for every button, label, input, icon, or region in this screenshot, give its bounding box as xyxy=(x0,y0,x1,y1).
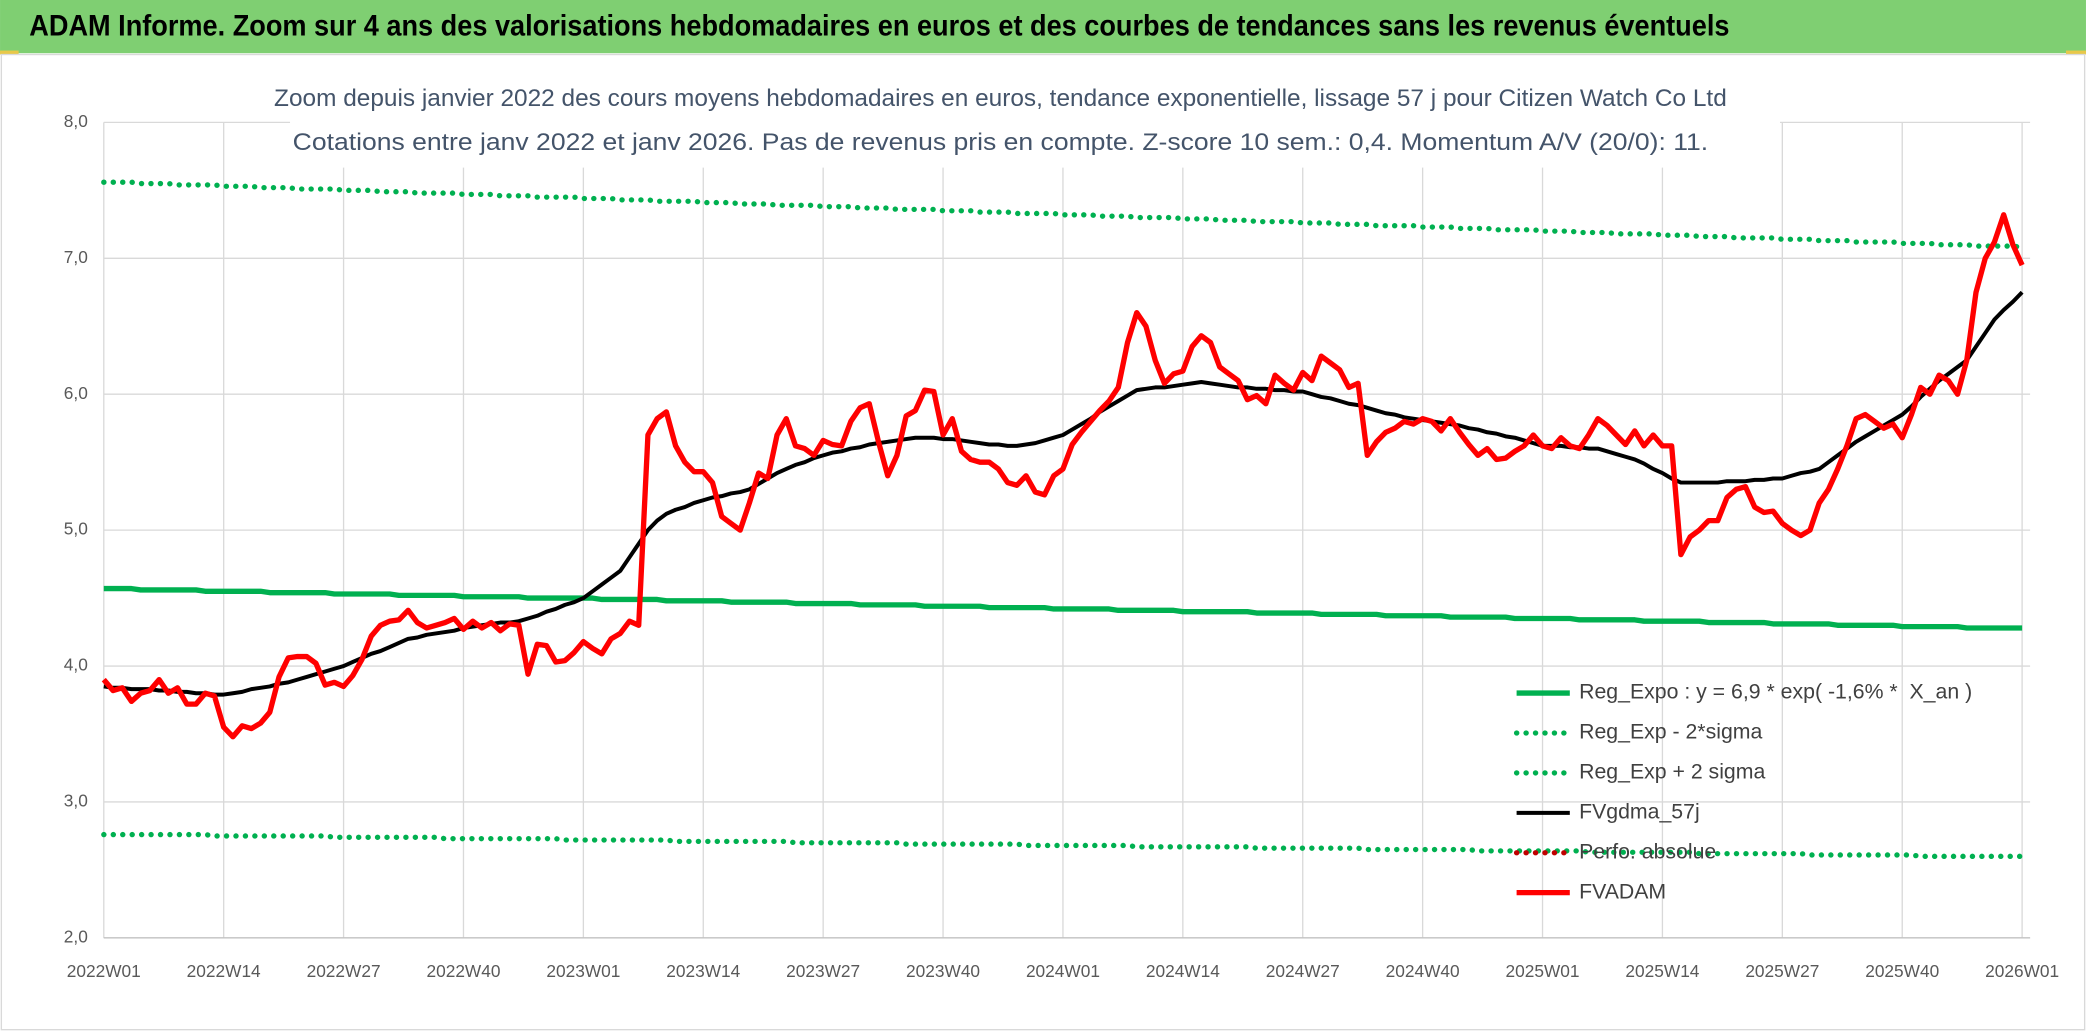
series-line xyxy=(101,831,2025,859)
x-tick-label: 2024W14 xyxy=(1146,961,1220,981)
x-tick-label: 2023W01 xyxy=(546,961,620,981)
x-tick-label: 2026W01 xyxy=(1985,961,2059,981)
y-tick-label: 6,0 xyxy=(64,383,88,403)
legend-label: Reg_Exp + 2 sigma xyxy=(1579,760,1765,784)
chart-frame xyxy=(0,53,2086,1031)
y-tick-label: 7,0 xyxy=(64,247,88,267)
y-tick-label: 4,0 xyxy=(64,655,88,675)
y-tick-label: 8,0 xyxy=(64,111,88,131)
legend: Reg_Expo : y = 6,9 * exp( -1,6% * X_an )… xyxy=(1513,680,1972,903)
x-tick-label: 2025W40 xyxy=(1865,961,1939,981)
y-tick-label: 5,0 xyxy=(64,519,88,539)
x-tick-label: 2025W14 xyxy=(1625,961,1699,981)
x-tick-label: 2024W27 xyxy=(1266,961,1340,981)
series-line xyxy=(103,290,2024,697)
x-tick-label: 2024W40 xyxy=(1386,961,1460,981)
chart-subtitle: Cotations entre janv 2022 et janv 2026. … xyxy=(293,129,1708,156)
x-tick-label: 2022W14 xyxy=(187,961,261,981)
x-tick-label: 2023W14 xyxy=(666,961,740,981)
page-header: ADAM Informe. Zoom sur 4 ans des valoris… xyxy=(29,11,1729,43)
x-tick-label: 2022W27 xyxy=(307,961,381,981)
chart-title: Zoom depuis janvier 2022 des cours moyen… xyxy=(274,85,1727,112)
y-tick-label: 3,0 xyxy=(64,791,88,811)
series-line xyxy=(101,179,2025,251)
x-tick-label: 2025W27 xyxy=(1745,961,1819,981)
x-tick-label: 2024W01 xyxy=(1026,961,1100,981)
legend-label: Perfo. absolue xyxy=(1579,839,1716,863)
x-tick-label: 2023W40 xyxy=(906,961,980,981)
header-bar xyxy=(0,0,2086,54)
series-line xyxy=(103,585,2023,631)
legend-label: FVADAM xyxy=(1579,879,1666,903)
legend-label: Reg_Expo : y = 6,9 * exp( -1,6% * X_an ) xyxy=(1579,680,1972,704)
x-tick-label: 2025W01 xyxy=(1506,961,1580,981)
y-tick-label: 2,0 xyxy=(64,926,88,946)
series-line xyxy=(101,212,2025,740)
legend-label: Reg_Exp - 2*sigma xyxy=(1579,720,1762,744)
title-backdrop xyxy=(290,79,1780,168)
legend-label: FVgdma_57j xyxy=(1579,799,1700,823)
x-tick-label: 2023W27 xyxy=(786,961,860,981)
header-accent xyxy=(0,50,19,55)
x-tick-label: 2022W01 xyxy=(67,961,141,981)
x-tick-label: 2022W40 xyxy=(426,961,500,981)
header-accent xyxy=(2066,50,2086,55)
